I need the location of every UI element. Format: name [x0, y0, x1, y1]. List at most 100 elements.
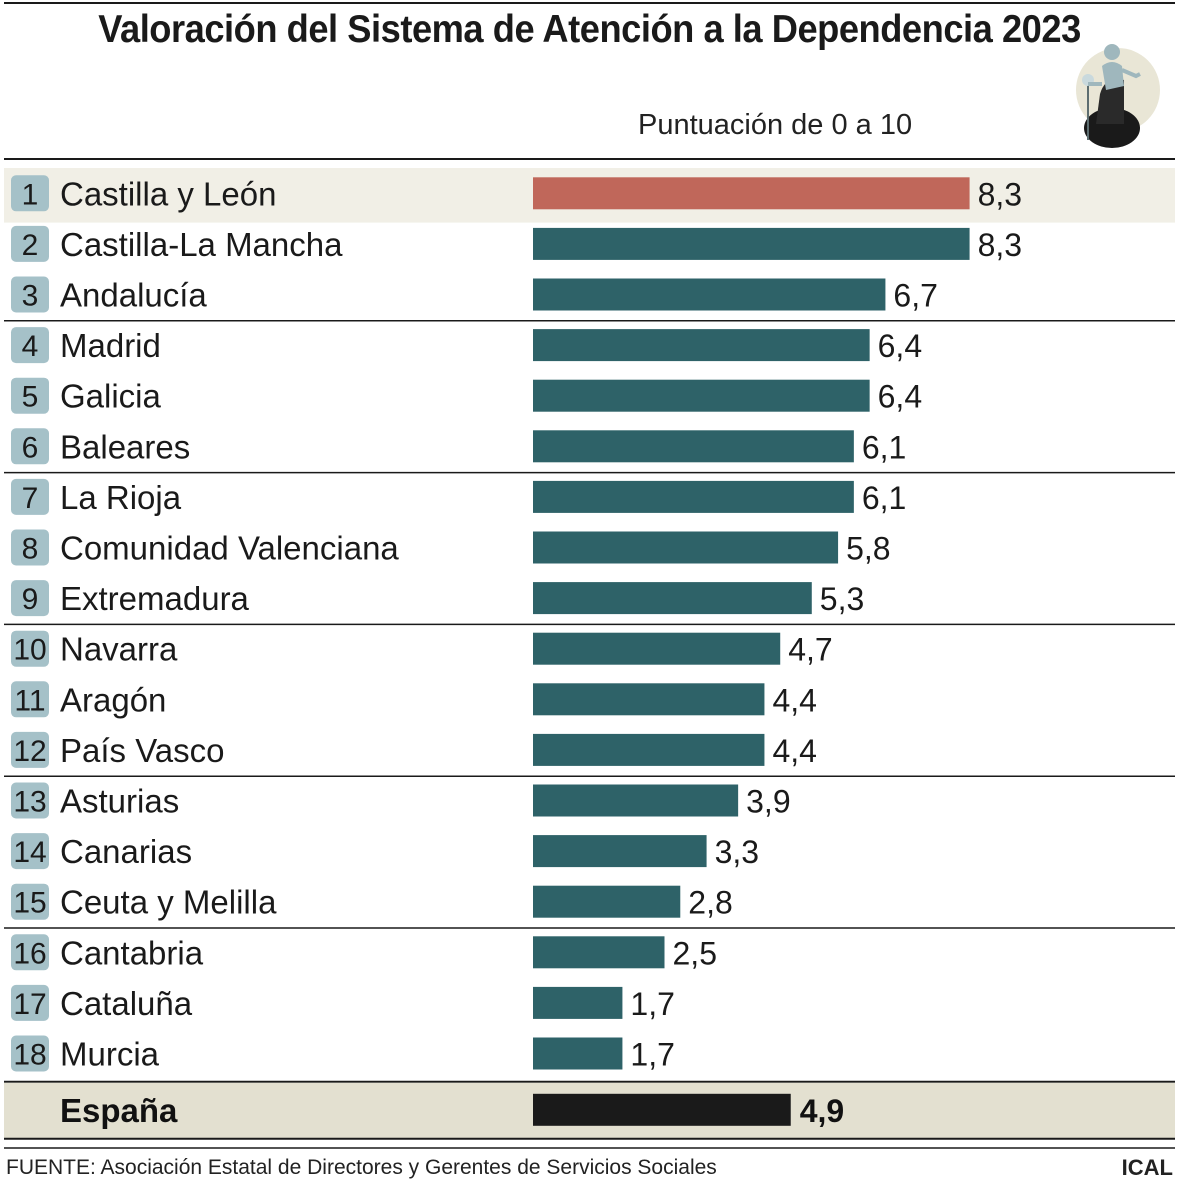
bar: [533, 227, 970, 260]
value-label: 5,8: [846, 531, 890, 567]
rank-number: 1: [22, 178, 39, 211]
category-label: Aragón: [60, 681, 166, 718]
bar: [533, 632, 781, 665]
rank-number: 3: [22, 280, 39, 313]
rank-number: 17: [13, 988, 46, 1021]
credit-label: ICAL: [1121, 1155, 1173, 1180]
source-note: FUENTE: Asociación Estatal de Directores…: [6, 1156, 717, 1179]
value-label: 8,3: [978, 227, 1022, 263]
bar: [533, 986, 623, 1019]
value-label: 4,4: [772, 733, 816, 769]
bar: [533, 430, 854, 463]
top-rule: [4, 2, 1175, 4]
bar: [533, 177, 970, 210]
category-label: Galicia: [60, 378, 162, 415]
rank-number: 12: [13, 735, 46, 768]
rank-number: 5: [22, 381, 39, 414]
value-label: 6,1: [862, 480, 906, 516]
bar: [533, 733, 765, 766]
bar: [533, 885, 681, 918]
rank-badge: [11, 630, 49, 667]
rank-badge: [11, 984, 49, 1021]
value-label: 2,5: [673, 935, 717, 971]
value-label: 3,3: [715, 834, 759, 870]
rank-number: 18: [13, 1039, 46, 1072]
chart-subtitle: Puntuación de 0 a 10: [638, 109, 913, 141]
bar: [533, 784, 739, 817]
category-label: Madrid: [60, 327, 161, 364]
bar: [533, 835, 707, 868]
rank-badge: [11, 327, 49, 364]
category-label: La Rioja: [60, 479, 182, 516]
rank-badge: [11, 1035, 49, 1072]
rank-number: 16: [13, 937, 46, 970]
category-label: Asturias: [60, 783, 179, 820]
chart-title: Valoración del Sistema de Atención a la …: [98, 8, 1081, 51]
total-label: España: [60, 1092, 178, 1129]
rank-badge: [11, 478, 49, 515]
value-label: 6,7: [893, 278, 937, 314]
category-label: Baleares: [60, 428, 190, 465]
category-label: Castilla y León: [60, 175, 276, 212]
rank-number: 15: [13, 887, 46, 920]
rank-number: 6: [22, 431, 39, 464]
category-label: Andalucía: [60, 277, 207, 314]
total-value-label: 4,9: [800, 1093, 844, 1129]
value-label: 6,4: [878, 328, 922, 364]
bar: [533, 480, 854, 513]
bar: [533, 683, 765, 716]
value-label: 2,8: [688, 885, 732, 921]
elderly-person-wheelchair-icon: [1066, 40, 1162, 150]
rank-number: 13: [13, 786, 46, 819]
rank-number: 14: [13, 836, 46, 869]
category-label: Extremadura: [60, 580, 250, 617]
rank-badge: [11, 276, 49, 313]
rank-badge: [11, 731, 49, 768]
category-label: Ceuta y Melilla: [60, 884, 277, 921]
bar: [533, 278, 886, 311]
value-label: 1,7: [630, 1037, 674, 1073]
rank-badge: [11, 529, 49, 566]
rank-badge: [11, 175, 49, 212]
rank-badge: [11, 883, 49, 920]
rank-number: 9: [22, 583, 39, 616]
rank-number: 2: [22, 229, 39, 262]
value-label: 1,7: [630, 986, 674, 1022]
rank-badge: [11, 833, 49, 870]
value-label: 5,3: [820, 581, 864, 617]
bar: [533, 1037, 623, 1070]
rank-badge: [11, 681, 49, 718]
category-label: Navarra: [60, 631, 178, 668]
category-label: País Vasco: [60, 732, 224, 769]
rank-number: 10: [13, 634, 46, 667]
category-label: Castilla-La Mancha: [60, 226, 343, 263]
rank-badge: [11, 377, 49, 414]
bar: [533, 936, 665, 969]
value-label: 4,4: [772, 682, 816, 718]
rank-number: 8: [22, 533, 39, 566]
bar: [533, 329, 870, 362]
rank-badge: [11, 782, 49, 819]
rank-number: 7: [22, 482, 39, 515]
category-label: Cataluña: [60, 985, 193, 1022]
value-label: 4,7: [788, 632, 832, 668]
value-label: 3,9: [746, 784, 790, 820]
rank-number: 4: [22, 330, 39, 363]
category-label: Canarias: [60, 833, 192, 870]
rank-badge: [11, 225, 49, 262]
bar: [533, 582, 812, 615]
bar: [533, 379, 870, 412]
rank-number: 11: [14, 684, 45, 717]
rank-badge: [11, 580, 49, 617]
value-label: 8,3: [978, 176, 1022, 212]
bar: [533, 531, 839, 564]
category-label: Murcia: [60, 1036, 160, 1073]
value-label: 6,4: [878, 379, 922, 415]
value-label: 6,1: [862, 429, 906, 465]
rank-badge: [11, 934, 49, 971]
total-bar: [533, 1093, 791, 1126]
category-label: Comunidad Valenciana: [60, 530, 399, 567]
category-label: Cantabria: [60, 934, 204, 971]
rank-badge: [11, 428, 49, 465]
